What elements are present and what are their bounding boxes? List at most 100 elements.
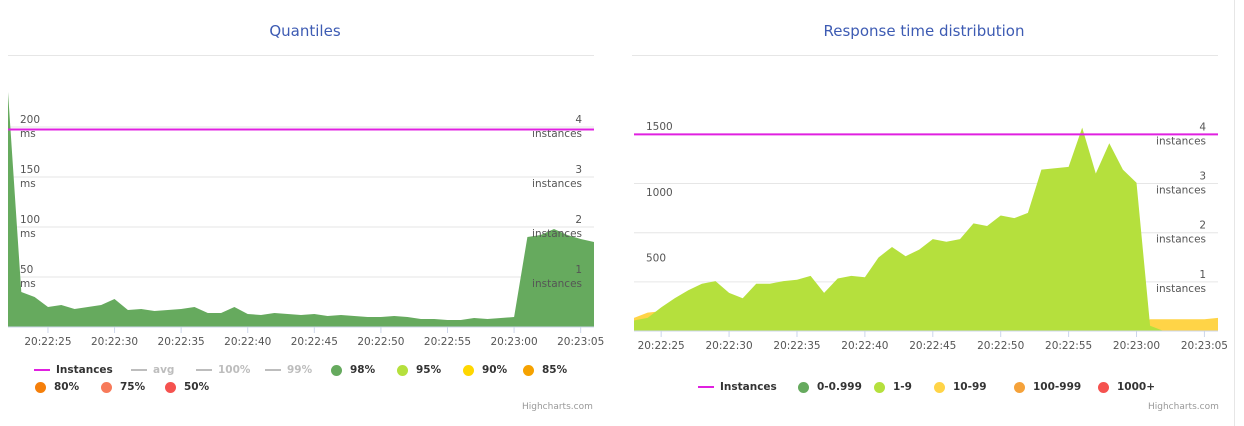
- chart-title: Quantiles: [269, 22, 341, 40]
- legend-label: 90%: [482, 364, 508, 376]
- y2-axis-label: 4: [575, 114, 582, 126]
- legend-line-symbol: [131, 369, 147, 371]
- legend-dot-symbol: [331, 364, 342, 376]
- legend-dot-symbol: [35, 381, 46, 393]
- area-series-98-[interactable]: [8, 92, 594, 327]
- credits-link[interactable]: Highcharts.com: [522, 402, 593, 412]
- x-axis-label: 20:22:45: [291, 336, 338, 348]
- y-axis-unit: ms: [20, 228, 36, 240]
- x-axis-label: 20:23:00: [1113, 340, 1160, 352]
- y2-axis-unit: instances: [532, 128, 582, 140]
- legend-dot-symbol: [165, 381, 176, 393]
- y2-axis-label: 4: [1199, 121, 1206, 133]
- x-axis-label: 20:22:35: [158, 336, 205, 348]
- x-axis-label: 20:23:05: [1181, 340, 1228, 352]
- quantiles-panel: Quantiles 50 ms 100 ms 150 ms 200 ms 1 instances 2…: [0, 0, 610, 426]
- legend-label: avg: [153, 364, 175, 376]
- credits-link[interactable]: Highcharts.com: [1148, 402, 1219, 412]
- y-axis-label: 50: [20, 264, 33, 276]
- y-axis-label: 200: [20, 114, 40, 126]
- y2-axis-unit: instances: [1156, 185, 1206, 197]
- x-axis-label: 20:22:25: [24, 336, 71, 348]
- legend-label: 95%: [416, 364, 442, 376]
- x-axis-label: 20:22:45: [909, 340, 956, 352]
- x-axis-label: 20:22:55: [424, 336, 471, 348]
- x-axis-label: 20:23:05: [557, 336, 604, 348]
- y-axis-label: 150: [20, 164, 40, 176]
- legend-item-instances[interactable]: Instances: [698, 381, 777, 393]
- y2-axis-unit: instances: [532, 178, 582, 190]
- panel-divider: [1234, 0, 1235, 426]
- x-axis-label: 20:22:30: [91, 336, 138, 348]
- legend-label: 1-9: [893, 381, 912, 393]
- legend-label: 10-99: [953, 381, 987, 393]
- legend-label: 85%: [542, 364, 568, 376]
- legend-item-instances[interactable]: Instances: [34, 364, 113, 376]
- legend-line-symbol: [265, 369, 281, 371]
- area-series-1-9[interactable]: [634, 127, 1218, 331]
- legend-label: 99%: [287, 364, 313, 376]
- legend-dot-symbol: [101, 381, 112, 393]
- legend-item-75-[interactable]: 75%: [101, 381, 145, 393]
- legend-line-symbol: [34, 369, 50, 371]
- x-axis-label: 20:22:50: [977, 340, 1024, 352]
- legend-item-1000-[interactable]: 1000+: [1098, 381, 1155, 393]
- quantiles-plot: 50 ms 100 ms 150 ms 200 ms 1 instances 2 instances 3…: [8, 92, 604, 348]
- y2-axis-label: 2: [1199, 220, 1206, 232]
- x-axis-label: 20:22:40: [224, 336, 271, 348]
- legend-item-85-[interactable]: 85%: [523, 364, 567, 376]
- legend-item-0-0-999[interactable]: 0-0.999: [798, 381, 862, 393]
- legend-label: 0-0.999: [817, 381, 862, 393]
- y-axis-label: 1000: [646, 187, 673, 199]
- x-axis-label: 20:22:55: [1045, 340, 1092, 352]
- y2-axis-label: 2: [575, 214, 582, 226]
- chart-title: Response time distribution: [823, 22, 1025, 40]
- legend-item-95-[interactable]: 95%: [397, 364, 441, 376]
- legend-dot-symbol: [798, 381, 809, 393]
- legend-line-symbol: [196, 369, 212, 371]
- legend-label: 1000+: [1117, 381, 1156, 393]
- legend-label: Instances: [720, 381, 777, 393]
- legend-label: 80%: [54, 381, 80, 393]
- legend-dot-symbol: [934, 381, 945, 393]
- legend-item-10-99[interactable]: 10-99: [934, 381, 987, 393]
- legend-item-50-[interactable]: 50%: [165, 381, 209, 393]
- legend-item-90-[interactable]: 90%: [463, 364, 507, 376]
- legend-label: Instances: [56, 364, 113, 376]
- y2-axis-unit: instances: [1156, 135, 1206, 147]
- y2-axis-label: 1: [1199, 269, 1206, 281]
- x-axis-label: 20:22:35: [773, 340, 820, 352]
- y-axis-label: 100: [20, 214, 40, 226]
- legend-label: 98%: [350, 364, 376, 376]
- y2-axis-unit: instances: [1156, 283, 1206, 295]
- title-divider: [8, 55, 594, 56]
- y2-axis-label: 3: [1199, 171, 1206, 183]
- x-axis-label: 20:22:25: [638, 340, 685, 352]
- legend-label: 50%: [184, 381, 210, 393]
- legend-item-1-9[interactable]: 1-9: [874, 381, 912, 393]
- legend-dot-symbol: [874, 381, 885, 393]
- title-divider: [632, 55, 1218, 56]
- legend-label: 100-999: [1033, 381, 1082, 393]
- legend-item-80-[interactable]: 80%: [35, 381, 79, 393]
- y-axis-unit: ms: [20, 178, 36, 190]
- y-axis-unit: ms: [20, 128, 36, 140]
- x-axis-label: 20:22:40: [841, 340, 888, 352]
- y2-axis-label: 3: [575, 164, 582, 176]
- legend-dot-symbol: [463, 364, 474, 376]
- legend-label: 75%: [120, 381, 146, 393]
- legend-item-100-[interactable]: 100%: [196, 364, 250, 376]
- legend-item-100-999[interactable]: 100-999: [1014, 381, 1081, 393]
- legend-item-avg[interactable]: avg: [131, 364, 174, 376]
- y-axis-label: 1500: [646, 121, 673, 133]
- x-axis-label: 20:22:50: [357, 336, 404, 348]
- x-axis-label: 20:23:00: [491, 336, 538, 348]
- y2-axis-unit: instances: [532, 228, 582, 240]
- legend-dot-symbol: [523, 364, 534, 376]
- legend-item-98-[interactable]: 98%: [331, 364, 375, 376]
- y2-axis-unit: instances: [532, 278, 582, 290]
- legend-dot-symbol: [1014, 381, 1025, 393]
- response-time-panel: Response time distribution 500 1000 1500 1 i…: [624, 0, 1228, 426]
- legend-item-99-[interactable]: 99%: [265, 364, 312, 376]
- y2-axis-unit: instances: [1156, 234, 1206, 246]
